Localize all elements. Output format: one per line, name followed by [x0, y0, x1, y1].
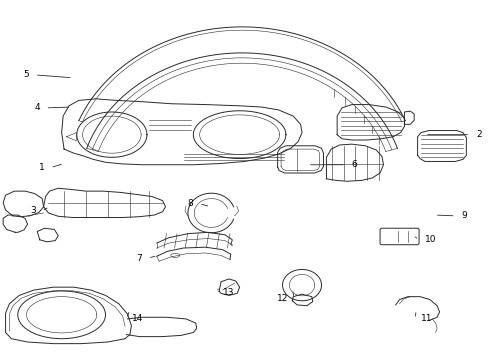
Text: 9: 9	[461, 211, 466, 220]
Text: 12: 12	[276, 294, 288, 303]
Text: 8: 8	[187, 199, 193, 208]
Text: 13: 13	[222, 288, 234, 297]
Text: 4: 4	[34, 103, 40, 112]
Text: 10: 10	[424, 235, 435, 244]
Text: 7: 7	[136, 254, 142, 263]
Text: 3: 3	[30, 206, 36, 215]
Text: 5: 5	[23, 71, 29, 80]
Text: 6: 6	[351, 160, 357, 169]
Text: 11: 11	[420, 314, 431, 323]
Text: 14: 14	[132, 314, 143, 323]
Text: 2: 2	[475, 130, 481, 139]
Text: 1: 1	[39, 163, 44, 172]
